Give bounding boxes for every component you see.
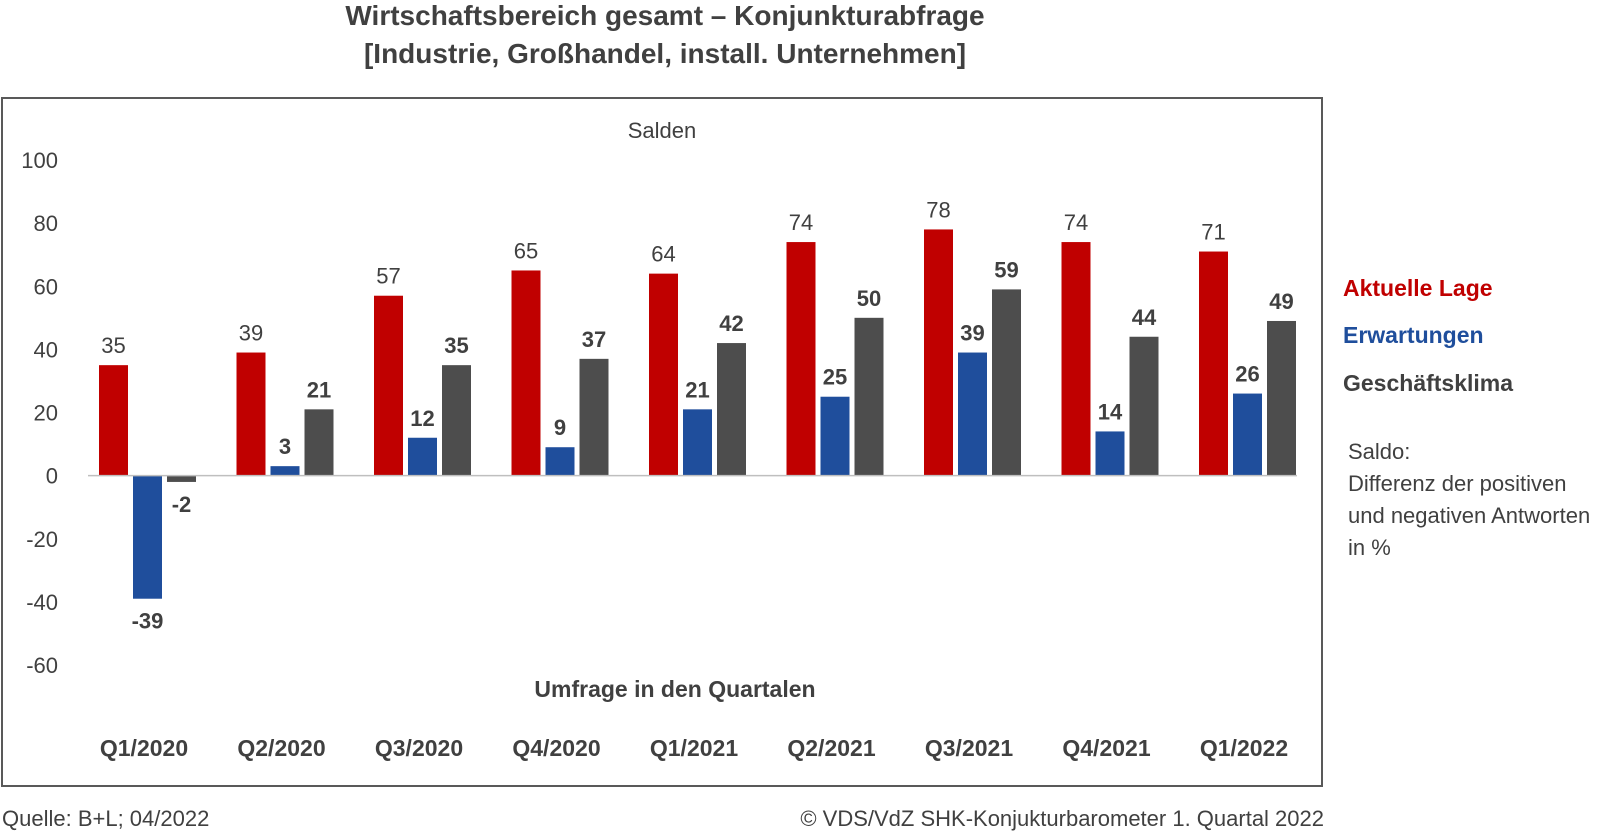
data-label-aktuelle-lage: 74	[789, 210, 813, 235]
x-tick-label: Q2/2020	[237, 735, 325, 761]
data-label-erwartungen: -39	[132, 609, 164, 634]
data-label-geschaeftsklima: 50	[857, 286, 881, 311]
y-tick-label: 100	[21, 148, 58, 173]
data-label-geschaeftsklima: 59	[994, 257, 1018, 282]
bar-geschaeftsklima	[1129, 336, 1159, 476]
y-tick-label: -60	[26, 653, 58, 678]
bar-geschaeftsklima	[717, 343, 746, 476]
legend-geschaeftsklima: Geschäftsklima	[1343, 370, 1514, 396]
saldo-note-title: Saldo:	[1348, 439, 1411, 464]
bar-aktuelle-lage	[649, 273, 678, 476]
bar-aktuelle-lage	[924, 229, 953, 476]
saldo-note-line-2: und negativen Antworten	[1348, 503, 1591, 528]
data-label-erwartungen: 39	[960, 321, 984, 346]
data-label-erwartungen: 21	[685, 377, 709, 402]
data-label-aktuelle-lage: 71	[1201, 220, 1225, 245]
data-label-aktuelle-lage: 35	[101, 333, 125, 358]
bar-aktuelle-lage	[236, 352, 266, 476]
bar-erwartungen	[545, 447, 575, 476]
data-label-erwartungen: 9	[554, 415, 566, 440]
data-label-erwartungen: 26	[1235, 362, 1259, 387]
bar-aktuelle-lage	[511, 270, 541, 476]
x-tick-label: Q4/2021	[1062, 735, 1150, 761]
plot-frame	[1, 97, 1323, 787]
data-label-geschaeftsklima: 35	[444, 333, 468, 358]
data-label-erwartungen: 14	[1098, 399, 1123, 424]
data-label-erwartungen: 3	[279, 434, 291, 459]
bar-aktuelle-lage	[786, 242, 816, 476]
bar-erwartungen	[133, 475, 162, 599]
data-label-erwartungen: 25	[823, 365, 847, 390]
x-tick-label: Q1/2021	[650, 735, 738, 761]
y-tick-label: 80	[34, 211, 58, 236]
y-tick-label: 20	[34, 401, 58, 426]
data-label-aktuelle-lage: 64	[651, 242, 675, 267]
bar-aktuelle-lage	[1061, 242, 1091, 476]
bar-erwartungen	[270, 466, 300, 476]
x-tick-label: Q3/2020	[375, 735, 463, 761]
bar-erwartungen	[408, 437, 437, 476]
data-label-aktuelle-lage: 39	[239, 321, 263, 346]
data-label-aktuelle-lage: 57	[376, 264, 400, 289]
data-label-geschaeftsklima: 49	[1269, 289, 1293, 314]
data-label-geschaeftsklima: 21	[307, 377, 331, 402]
data-label-erwartungen: 12	[410, 406, 434, 431]
bar-geschaeftsklima	[167, 475, 196, 482]
bar-aktuelle-lage	[99, 365, 128, 476]
x-tick-label: Q1/2022	[1200, 735, 1288, 761]
bar-aktuelle-lage	[374, 295, 403, 476]
data-label-geschaeftsklima: 44	[1132, 305, 1157, 330]
saldo-note-line-1: Differenz der positiven	[1348, 471, 1567, 496]
saldo-note-line-3: in %	[1348, 535, 1391, 560]
data-label-aktuelle-lage: 74	[1064, 210, 1088, 235]
x-tick-label: Q3/2021	[925, 735, 1013, 761]
y-tick-label: -20	[26, 527, 58, 552]
bar-geschaeftsklima	[854, 317, 884, 476]
x-tick-label: Q4/2020	[512, 735, 600, 761]
bar-geschaeftsklima	[1267, 320, 1296, 476]
chart-subtitle: Salden	[628, 118, 697, 143]
data-label-aktuelle-lage: 78	[926, 197, 950, 222]
y-tick-label: -40	[26, 590, 58, 615]
data-label-aktuelle-lage: 65	[514, 238, 538, 263]
chart-title-line-1: Wirtschaftsbereich gesamt – Konjunkturab…	[345, 0, 985, 31]
bar-erwartungen	[1095, 431, 1125, 476]
legend-aktuelle-lage: Aktuelle Lage	[1343, 275, 1493, 301]
y-tick-label: 40	[34, 337, 58, 362]
legend-erwartungen: Erwartungen	[1343, 322, 1484, 348]
bar-chart: Salden 100 80 60 40 20 0 -20 -40 -60 35 -39 -2 Q1/202…	[21, 118, 1297, 761]
data-label-geschaeftsklima: 42	[719, 311, 743, 336]
bar-erwartungen	[958, 352, 987, 476]
bar-geschaeftsklima	[579, 358, 609, 476]
bar-geschaeftsklima	[304, 409, 334, 476]
bar-erwartungen	[1233, 393, 1262, 476]
data-label-geschaeftsklima: -2	[172, 492, 192, 517]
data-label-geschaeftsklima: 37	[582, 327, 606, 352]
x-axis-title: Umfrage in den Quartalen	[534, 676, 815, 702]
y-tick-label: 60	[34, 274, 58, 299]
x-tick-label: Q2/2021	[787, 735, 875, 761]
bar-erwartungen	[820, 396, 850, 476]
footer-source: Quelle: B+L; 04/2022	[2, 806, 210, 831]
bar-geschaeftsklima	[992, 289, 1021, 476]
bar-erwartungen	[683, 409, 712, 476]
bar-geschaeftsklima	[442, 365, 471, 476]
chart-title-line-2: [Industrie, Großhandel, install. Unterne…	[363, 38, 967, 69]
footer-copyright: © VDS/VdZ SHK-Konjukturbarometer 1. Quar…	[800, 806, 1324, 831]
x-tick-label: Q1/2020	[100, 735, 188, 761]
y-tick-label: 0	[46, 464, 58, 489]
bar-aktuelle-lage	[1199, 251, 1228, 476]
